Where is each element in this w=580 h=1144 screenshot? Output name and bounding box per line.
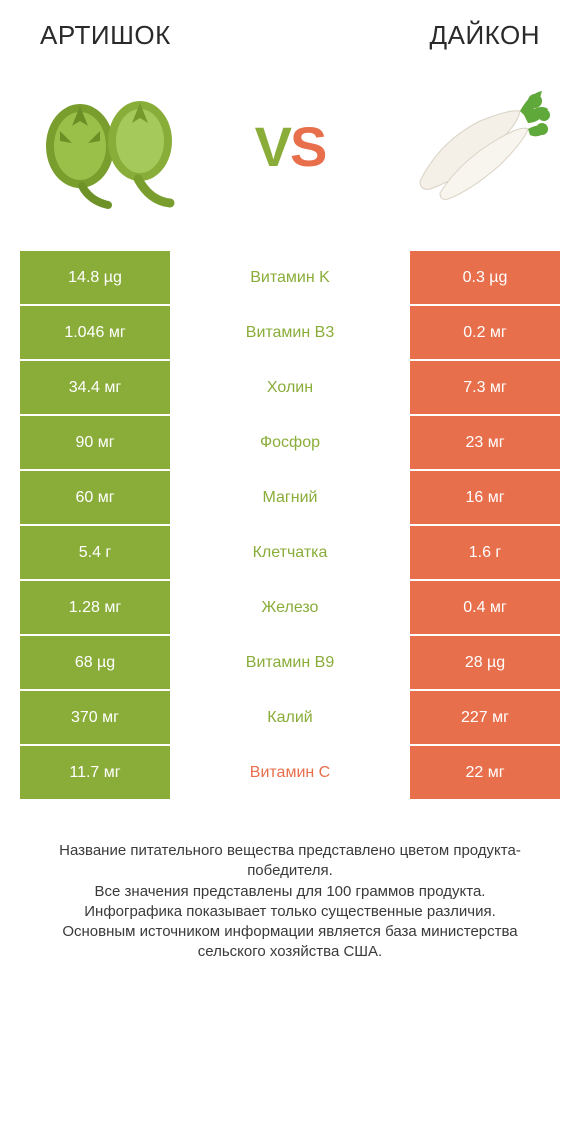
vs-s-letter: S xyxy=(290,115,325,178)
vs-v-letter: V xyxy=(255,115,290,178)
nutrient-label-cell: Витамин B9 xyxy=(170,636,410,689)
right-value-cell: 0.2 мг xyxy=(410,306,560,359)
left-value-cell: 60 мг xyxy=(20,471,170,524)
left-value-cell: 11.7 мг xyxy=(20,746,170,799)
nutrient-label-cell: Железо xyxy=(170,581,410,634)
vs-badge: VS xyxy=(255,114,326,179)
right-value-cell: 1.6 г xyxy=(410,526,560,579)
right-value-cell: 0.3 µg xyxy=(410,251,560,304)
left-value-cell: 14.8 µg xyxy=(20,251,170,304)
table-row: 1.28 мгЖелезо0.4 мг xyxy=(20,581,560,636)
right-value-cell: 0.4 мг xyxy=(410,581,560,634)
nutrient-label-cell: Магний xyxy=(170,471,410,524)
right-value-cell: 23 мг xyxy=(410,416,560,469)
left-value-cell: 370 мг xyxy=(20,691,170,744)
nutrient-label-cell: Холин xyxy=(170,361,410,414)
artichoke-image xyxy=(30,81,210,211)
nutrient-label-cell: Витамин C xyxy=(170,746,410,799)
left-value-cell: 68 µg xyxy=(20,636,170,689)
left-value-cell: 5.4 г xyxy=(20,526,170,579)
nutrient-label-cell: Фосфор xyxy=(170,416,410,469)
footer-line: Инфографика показывает только существенн… xyxy=(30,902,550,922)
left-product-title: АРТИШОК xyxy=(40,20,171,51)
footer-notes: Название питательного вещества представл… xyxy=(30,841,550,963)
table-row: 34.4 мгХолин7.3 мг xyxy=(20,361,560,416)
nutrient-label-cell: Витамин B3 xyxy=(170,306,410,359)
right-value-cell: 227 мг xyxy=(410,691,560,744)
left-value-cell: 90 мг xyxy=(20,416,170,469)
table-row: 11.7 мгВитамин C22 мг xyxy=(20,746,560,801)
footer-line: Все значения представлены для 100 граммо… xyxy=(30,882,550,902)
vs-row: VS xyxy=(0,61,580,241)
footer-line: Основным источником информации является … xyxy=(30,922,550,963)
table-row: 370 мгКалий227 мг xyxy=(20,691,560,746)
table-row: 1.046 мгВитамин B30.2 мг xyxy=(20,306,560,361)
left-value-cell: 1.28 мг xyxy=(20,581,170,634)
nutrient-label-cell: Витамин K xyxy=(170,251,410,304)
daikon-image xyxy=(370,81,550,211)
nutrient-table: 14.8 µgВитамин K0.3 µg1.046 мгВитамин B3… xyxy=(20,251,560,801)
nutrient-label-cell: Клетчатка xyxy=(170,526,410,579)
table-row: 14.8 µgВитамин K0.3 µg xyxy=(20,251,560,306)
table-row: 5.4 гКлетчатка1.6 г xyxy=(20,526,560,581)
left-value-cell: 34.4 мг xyxy=(20,361,170,414)
table-row: 90 мгФосфор23 мг xyxy=(20,416,560,471)
table-row: 68 µgВитамин B928 µg xyxy=(20,636,560,691)
right-value-cell: 22 мг xyxy=(410,746,560,799)
left-value-cell: 1.046 мг xyxy=(20,306,170,359)
right-value-cell: 28 µg xyxy=(410,636,560,689)
table-row: 60 мгМагний16 мг xyxy=(20,471,560,526)
footer-line: Название питательного вещества представл… xyxy=(30,841,550,882)
title-row: АРТИШОК ДАЙКОН xyxy=(0,0,580,61)
right-product-title: ДАЙКОН xyxy=(430,20,541,51)
right-value-cell: 16 мг xyxy=(410,471,560,524)
right-value-cell: 7.3 мг xyxy=(410,361,560,414)
nutrient-label-cell: Калий xyxy=(170,691,410,744)
